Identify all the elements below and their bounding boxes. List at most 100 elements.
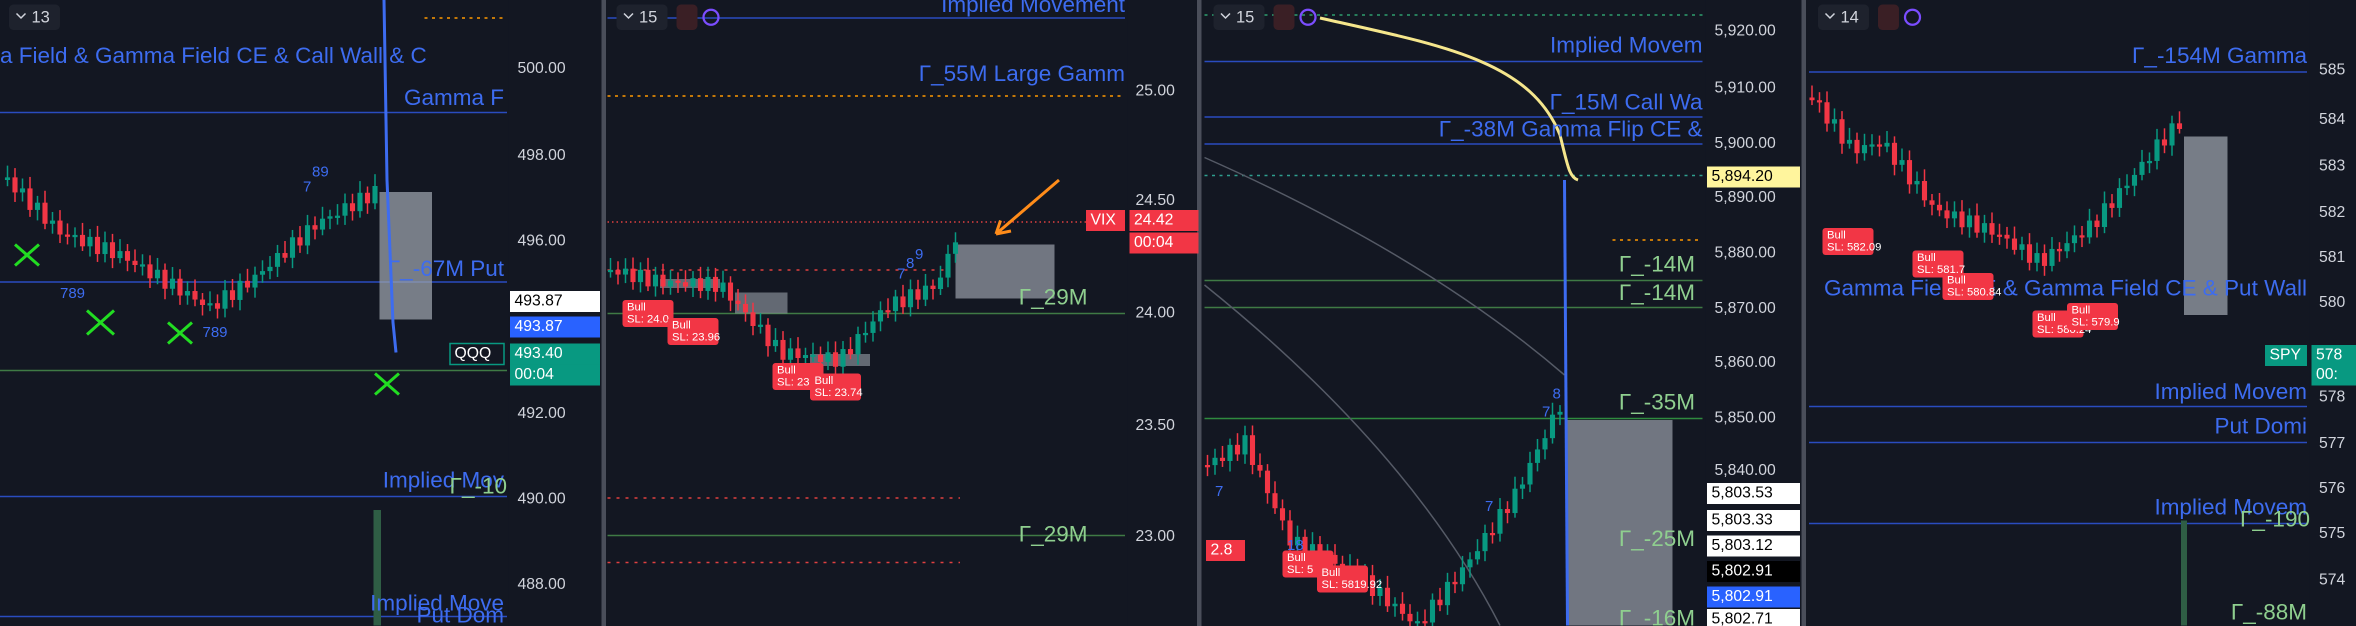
price-tag [1706,535,1800,557]
candle-body [2161,139,2168,146]
candle-body [1846,139,1853,144]
price-tag-text: 5,803.33 [1711,512,1773,529]
candle-body [1996,234,2003,237]
candle-body [64,234,71,237]
price-path [382,0,398,353]
candle-body [900,296,906,308]
candle-body [2169,123,2175,146]
level-label: Implied Movement [941,0,1126,17]
candle-body [1534,449,1541,463]
bull-label [809,373,861,401]
candle-body [1407,613,1413,622]
collapse-icon[interactable] [623,12,634,20]
candle-body [2056,248,2063,252]
candle-body [2109,203,2115,208]
counter-box[interactable] [1817,4,1869,31]
level-label: Γ_-25M [1619,526,1695,551]
level-label: Γ_-154M Gamma [2132,43,2307,68]
status-icon[interactable] [1299,8,1317,26]
axis-label: 492.00 [517,405,565,422]
separator [1196,0,1202,626]
candle-body [1891,142,1898,165]
study-number: 89 [312,163,329,180]
candle-body [229,290,236,300]
candle-body [645,269,651,287]
level-label: Implied Movem [2154,379,2307,404]
status-icon[interactable] [1903,8,1922,26]
axis-label: 5,870.00 [1714,300,1776,317]
axis-label: 5,860.00 [1714,354,1776,371]
candle-body [2146,160,2153,164]
price-tag [509,316,600,338]
axis-label: 498.00 [517,147,565,164]
candle-body [72,234,78,238]
candle-body [817,354,824,362]
candle-body [267,266,273,272]
counter-box[interactable] [1213,4,1265,31]
candle-body [795,348,801,359]
level-label: Γ_29M [1019,521,1088,546]
counter-box[interactable] [8,4,60,31]
candle-body [282,253,288,258]
candle-body [1482,532,1488,552]
alert-icon[interactable] [1877,4,1899,31]
candle-body [697,278,704,291]
level-label: Implied Movem [1550,32,1703,57]
bull-label [1822,228,1874,256]
candle-body [1227,444,1233,462]
candle-body [1899,160,1905,165]
candle-body [117,251,123,259]
candle-body [1249,435,1256,465]
study-number: 789 [60,285,85,302]
level-label: Put Dom [416,602,504,626]
bull-sl: SL: 581.7 [1917,264,1965,276]
candle-body [1497,509,1503,534]
alert-icon[interactable] [1273,4,1295,31]
axis-label: 5,850.00 [1714,410,1776,427]
volume-bar [373,510,381,626]
candle-body [1399,603,1406,614]
candle-body [630,268,636,283]
zone-box [955,244,1055,299]
candle-body [772,339,779,347]
arrow [994,178,1060,236]
alert-icon[interactable] [676,4,698,31]
axis-label: 575 [2319,525,2346,542]
counter-box[interactable] [616,4,668,31]
price-tag-text: 5,802.91 [1711,588,1772,605]
zone-box [1567,420,1673,626]
candle-body [1519,484,1526,489]
candle-body [937,277,944,290]
curve [1319,16,1579,182]
candle-body [825,352,831,362]
collapse-icon[interactable] [15,12,27,20]
price-tag [509,343,600,365]
level-label: Γ_29M [1019,284,1088,309]
status-icon[interactable] [702,8,720,26]
candle-body [780,339,786,360]
candle-body [1437,599,1443,606]
zone-box [659,279,720,289]
candle-body [907,289,914,308]
candle-body [607,269,614,273]
price-tag [2311,364,2356,386]
candle-body [139,264,146,267]
bull-title: Bull [627,301,646,313]
candle-body [259,271,266,275]
candle-body [2004,234,2010,239]
price-tag-text: 2.8 [1210,542,1232,559]
candle-body [79,234,86,247]
collapse-icon[interactable] [1220,12,1231,20]
candle-body [832,352,839,367]
candle-body [757,324,764,327]
zone-box [734,292,788,314]
level-label: Gamma Field CE & Gamma Field CE & Put Wa… [1824,275,2307,300]
candle-body [727,282,734,301]
counter: 14 [1840,8,1858,26]
candle-body [1959,211,1965,228]
price-tag-text: 00:04 [1134,234,1174,251]
collapse-icon[interactable] [1824,12,1836,20]
counter: 15 [639,8,657,26]
price-tag-text: QQQ [454,345,491,362]
candle-body [690,278,696,287]
